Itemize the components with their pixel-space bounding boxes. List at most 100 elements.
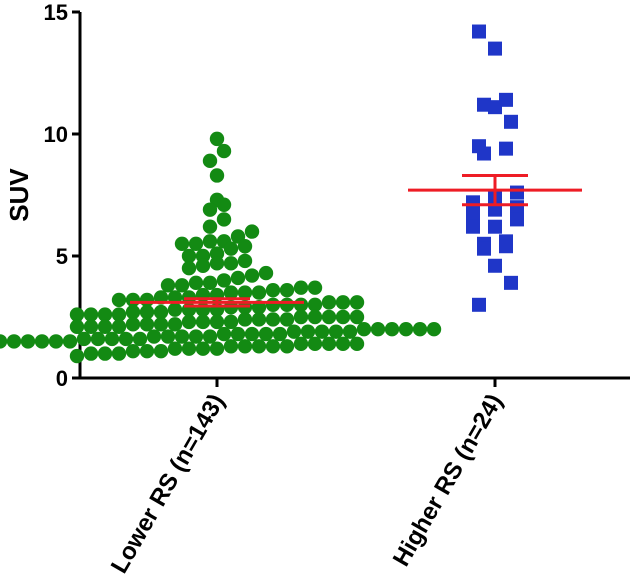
- lower-rs-point: [62, 334, 78, 349]
- lower-rs-point: [335, 309, 351, 325]
- lower-rs-point: [83, 319, 99, 334]
- lower-rs-point: [307, 336, 323, 352]
- lower-rs-point: [307, 309, 323, 325]
- y-tick-label: 10: [44, 122, 68, 147]
- lower-rs-point: [76, 331, 92, 347]
- higher-rs-point: [472, 297, 486, 312]
- lower-rs-point: [34, 334, 50, 349]
- lower-rs-point: [279, 339, 295, 354]
- lower-rs-point: [307, 297, 323, 312]
- lower-rs-point: [83, 307, 99, 322]
- y-tick-label: 5: [56, 244, 68, 269]
- lower-rs-point: [237, 312, 253, 327]
- lower-rs-point: [202, 219, 218, 234]
- lower-rs-point: [265, 312, 281, 327]
- lower-rs-point: [223, 339, 239, 354]
- lower-rs-point: [237, 253, 253, 269]
- higher-rs-point: [466, 207, 480, 222]
- lower-rs-point: [97, 346, 113, 361]
- higher-rs-point: [466, 219, 480, 234]
- lower-rs-point: [251, 312, 267, 327]
- lower-rs-point: [139, 343, 155, 359]
- lower-rs-point: [370, 322, 386, 337]
- lower-rs-point: [209, 314, 225, 330]
- lower-rs-point: [202, 275, 218, 291]
- lower-rs-point: [321, 336, 337, 352]
- lower-rs-point: [356, 322, 372, 337]
- lower-rs-point: [237, 339, 253, 354]
- lower-rs-point: [181, 248, 197, 264]
- higher-rs-point: [510, 200, 524, 215]
- lower-rs-point: [6, 334, 22, 349]
- lower-rs-point: [230, 326, 246, 342]
- higher-rs-point: [477, 146, 491, 161]
- mean-sem-bars: [130, 173, 582, 308]
- lower-rs-point: [209, 341, 225, 356]
- lower-rs-point: [349, 309, 365, 325]
- lower-rs-point: [342, 324, 358, 339]
- lower-rs-point: [202, 202, 218, 217]
- lower-rs-point: [118, 331, 134, 347]
- higher-rs-point: [488, 100, 502, 115]
- lower-rs-point: [97, 319, 113, 334]
- higher-rs-point: [488, 219, 502, 234]
- lower-rs-point: [188, 329, 204, 344]
- lower-rs-point: [195, 314, 211, 330]
- lower-rs-point: [279, 312, 295, 327]
- lower-rs-point: [265, 339, 281, 354]
- lower-rs-point: [139, 317, 155, 332]
- lower-rs-point: [307, 280, 323, 295]
- lower-rs-point: [195, 341, 211, 356]
- lower-rs-point: [69, 307, 85, 322]
- lower-rs-point: [321, 309, 337, 325]
- higher-rs-point: [488, 258, 502, 273]
- lower-rs-point: [398, 322, 414, 337]
- lower-rs-point: [104, 331, 120, 347]
- lower-rs-point: [412, 322, 428, 337]
- category-label: Higher RS (n=24): [388, 390, 508, 572]
- lower-rs-point: [349, 336, 365, 352]
- lower-rs-point: [244, 326, 260, 342]
- lower-rs-point: [321, 295, 337, 310]
- lower-rs-point: [111, 319, 127, 334]
- lower-rs-point: [244, 224, 260, 239]
- lower-rs-point: [69, 348, 85, 364]
- lower-rs-point: [174, 236, 190, 251]
- lower-rs-point: [293, 280, 309, 295]
- lower-rs-point: [223, 314, 239, 330]
- higher-rs-point: [499, 92, 513, 107]
- lower-rs-point: [384, 322, 400, 337]
- lower-rs-point: [209, 131, 225, 147]
- y-ticks: 0 5 10 15: [44, 0, 80, 391]
- higher-rs-point: [504, 114, 518, 129]
- higher-rs-point: [477, 97, 491, 112]
- lower-rs-point: [293, 336, 309, 352]
- lower-rs-point: [160, 278, 176, 293]
- lower-rs-point: [174, 278, 190, 293]
- lower-rs-point: [181, 341, 197, 356]
- lower-rs-point: [286, 324, 302, 339]
- lower-rs-point: [132, 331, 148, 347]
- lower-rs-point: [20, 334, 36, 349]
- lower-rs-point: [265, 282, 281, 298]
- lower-rs-point: [265, 297, 281, 312]
- higher-rs-point: [472, 24, 486, 39]
- lower-rs-point: [69, 319, 85, 334]
- lower-rs-point: [328, 324, 344, 339]
- lower-rs-point: [223, 285, 239, 300]
- higher-rs-point: [510, 212, 524, 227]
- lower-rs-point: [300, 324, 316, 339]
- lower-rs-point: [153, 317, 169, 332]
- lower-rs-point: [181, 314, 197, 330]
- x-ticks: [215, 378, 497, 387]
- lower-rs-point: [272, 326, 288, 342]
- lower-rs-point: [188, 236, 204, 251]
- lower-rs-point: [349, 295, 365, 310]
- higher-rs-point: [499, 141, 513, 156]
- lower-rs-point: [153, 304, 169, 320]
- lower-rs-point: [90, 331, 106, 347]
- lower-rs-point: [202, 153, 218, 169]
- lower-rs-point: [293, 309, 309, 325]
- lower-rs-point: [111, 307, 127, 322]
